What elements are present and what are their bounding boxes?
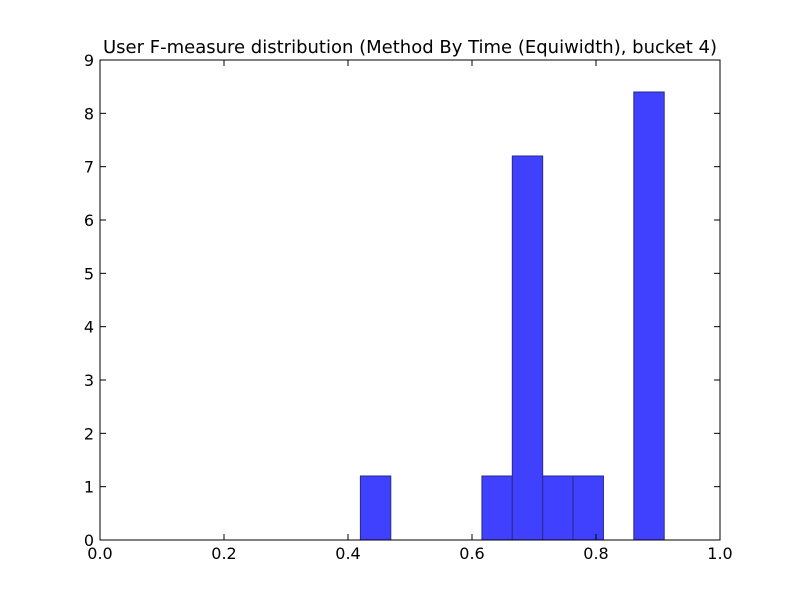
chart-title: User F-measure distribution (Method By T… xyxy=(103,37,717,58)
y-tick-label-6: 6 xyxy=(84,211,94,230)
bars xyxy=(359,91,665,541)
y-tick-label-1: 1 xyxy=(84,478,94,497)
x-tick-label-5: 1.0 xyxy=(707,544,732,563)
axis-ticks xyxy=(99,59,721,541)
y-tick-label-8: 8 xyxy=(84,104,94,123)
histogram-bar-4 xyxy=(572,475,604,541)
y-tick-label-9: 9 xyxy=(84,51,94,70)
tick-labels: 0.0 0.2 0.4 0.6 0.8 1.0 0 1 2 3 4 5 6 7 8 9 xyxy=(84,51,733,563)
plot-frame xyxy=(99,59,721,541)
histogram-bar-1 xyxy=(481,475,513,541)
y-tick-label-7: 7 xyxy=(84,158,94,177)
y-tick-label-4: 4 xyxy=(84,318,94,337)
y-tick-label-5: 5 xyxy=(84,264,94,283)
y-tick-label-0: 0 xyxy=(84,531,94,550)
histogram-bar-0 xyxy=(359,475,392,541)
histogram-bar-3 xyxy=(542,475,574,541)
x-tick-label-0: 0.0 xyxy=(87,544,112,563)
histogram-bar-2 xyxy=(511,155,544,541)
x-tick-label-1: 0.2 xyxy=(211,544,236,563)
x-tick-label-2: 0.4 xyxy=(335,544,360,563)
histogram-bar-5 xyxy=(633,91,665,541)
x-tick-label-3: 0.6 xyxy=(459,544,484,563)
y-tick-label-3: 3 xyxy=(84,371,94,390)
y-tick-label-2: 2 xyxy=(84,424,94,443)
x-tick-label-4: 0.8 xyxy=(583,544,608,563)
